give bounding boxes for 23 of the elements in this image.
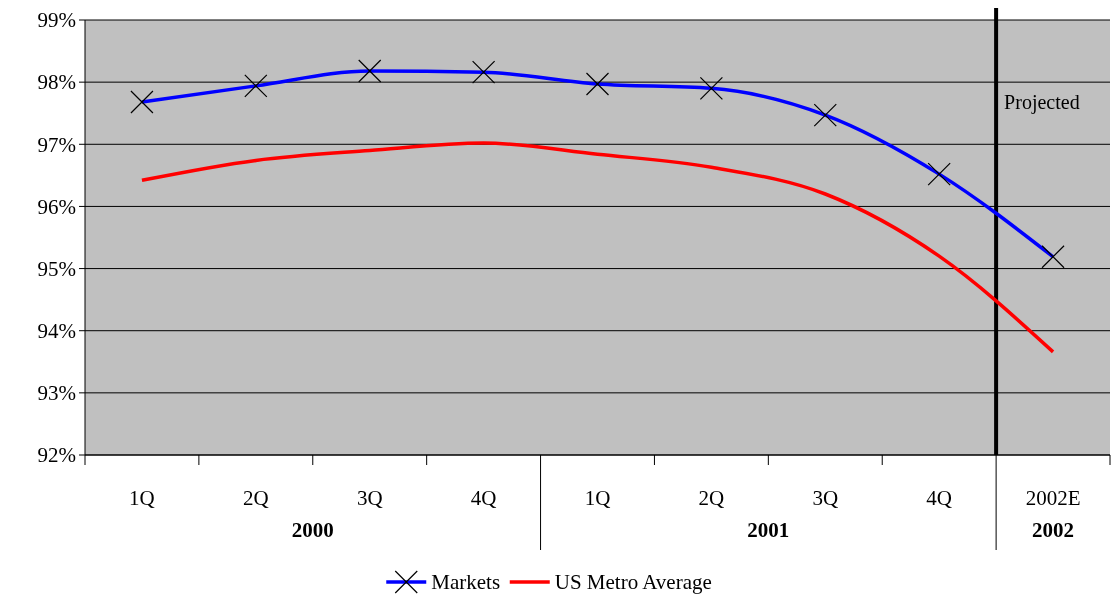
- legend-label: US Metro Average: [554, 570, 712, 595]
- y-tick-label: 97%: [37, 132, 76, 157]
- y-tick-label: 94%: [37, 319, 76, 344]
- legend-label: Markets: [431, 570, 501, 595]
- y-tick-label: 98%: [37, 70, 76, 95]
- x-tick-label: 2002E: [1025, 486, 1081, 510]
- y-tick-label: 96%: [37, 194, 76, 219]
- x-tick-label: 1Q: [129, 486, 155, 510]
- text: 2002: [1032, 518, 1075, 542]
- y-tick-label: 95%: [37, 256, 76, 281]
- text: 2000: [291, 518, 334, 542]
- x-tick-label: 1Q: [584, 486, 611, 510]
- x-tick-label: 4Q: [926, 486, 952, 510]
- x-tick-label: 3Q: [812, 486, 839, 510]
- ref-line-label: Projected: [1004, 91, 1080, 115]
- x-tick-label: 2Q: [243, 486, 269, 510]
- text: 2001: [747, 518, 790, 542]
- y-tick-label: 92%: [37, 443, 76, 468]
- x-tick-label: 3Q: [356, 486, 383, 510]
- x-tick-label: 4Q: [470, 486, 497, 510]
- y-tick-label: 93%: [37, 381, 76, 406]
- x-tick-label: 2Q: [698, 486, 725, 510]
- y-tick-label: 99%: [37, 8, 76, 33]
